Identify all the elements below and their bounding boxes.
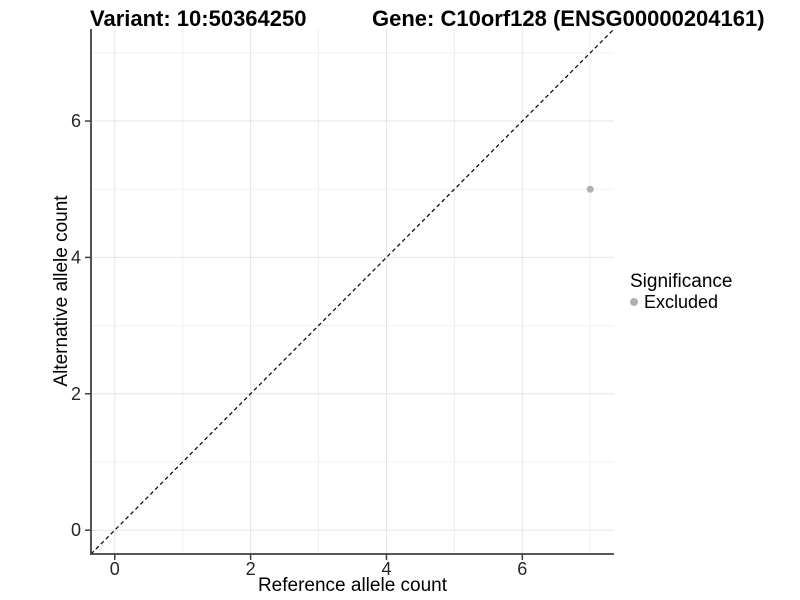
y-tick-label: 4 xyxy=(71,247,81,267)
plot-title-variant: Variant: 10:50364250 xyxy=(90,6,307,31)
x-axis-title: Reference allele count xyxy=(257,575,448,596)
y-tick-label: 2 xyxy=(71,384,81,404)
identity-reference-line xyxy=(90,28,615,555)
x-tick-label: 0 xyxy=(110,559,120,579)
y-tick-label: 0 xyxy=(71,520,81,540)
legend: Significance Excluded xyxy=(630,271,732,312)
excluded-point-icon xyxy=(630,298,638,306)
legend-entry-excluded: Excluded xyxy=(630,292,732,312)
data-point-excluded xyxy=(586,185,594,193)
y-tick-label: 6 xyxy=(71,111,81,131)
plot-title-gene: Gene: C10orf128 (ENSG00000204161) xyxy=(372,6,765,31)
x-tick-label: 2 xyxy=(246,559,256,579)
legend-entry-label: Excluded xyxy=(644,291,719,312)
x-tick-label: 4 xyxy=(381,559,391,579)
x-tick-label: 6 xyxy=(517,559,527,579)
legend-title: Significance xyxy=(630,271,733,292)
y-axis-title: Alternative allele count xyxy=(51,195,72,387)
